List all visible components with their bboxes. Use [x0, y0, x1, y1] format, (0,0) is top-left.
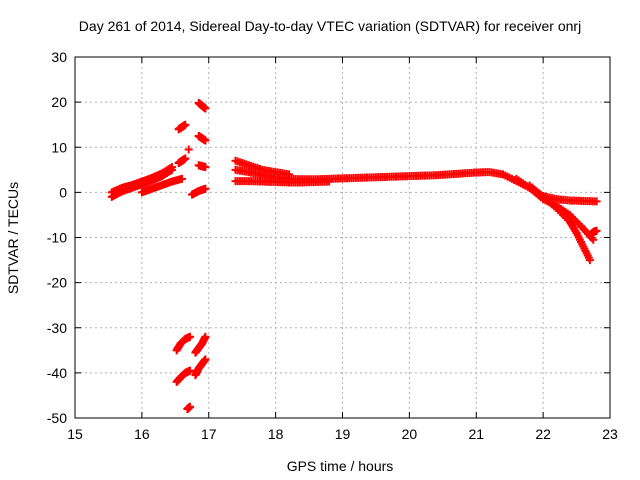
data-point — [201, 184, 210, 193]
x-tick-label: 20 — [402, 426, 418, 442]
data-point — [186, 402, 195, 411]
data-point — [585, 256, 594, 265]
y-tick-label: -40 — [47, 365, 67, 381]
series-arc-main3 — [231, 156, 293, 179]
x-tick-label: 22 — [535, 426, 551, 442]
data-point — [181, 154, 190, 163]
y-tick-label: 0 — [59, 184, 67, 200]
y-axis-label: SDTVAR / TECUs — [5, 182, 21, 294]
series-arc-K — [172, 366, 195, 386]
data-point — [592, 226, 601, 235]
data-point — [201, 104, 210, 113]
x-tick-label: 15 — [67, 426, 83, 442]
y-tick-label: -50 — [47, 410, 67, 426]
tick-layer: 15 16 17 18 19 20 21 22 23 -50 -40 -30 -20 -10 0 10 20 30 — [47, 49, 618, 442]
series-arc-C — [174, 120, 190, 134]
series-arc-L — [191, 332, 210, 357]
series-arc-B — [137, 174, 186, 197]
series-arc-D — [174, 154, 190, 168]
chart-title: Day 261 of 2014, Sidereal Day-to-day VTE… — [79, 18, 581, 34]
series-arc-G — [194, 131, 210, 145]
series-arc-main2 — [231, 177, 334, 187]
grid-layer — [75, 57, 610, 418]
x-tick-label: 23 — [602, 426, 618, 442]
data-point — [201, 355, 210, 364]
series-arc-tail-2 — [525, 181, 594, 265]
data-point — [167, 163, 176, 172]
x-tick-label: 19 — [335, 426, 351, 442]
data-point — [589, 235, 598, 244]
data-point — [186, 332, 195, 341]
data-point — [325, 177, 334, 186]
data-point — [201, 163, 210, 172]
series-arc-E — [184, 145, 193, 154]
data-point — [201, 136, 210, 145]
x-tick-label: 17 — [201, 426, 217, 442]
x-axis-label: GPS time / hours — [287, 458, 394, 474]
series-arc-I — [188, 184, 210, 199]
series-arc-M — [191, 355, 210, 380]
x-tick-label: 16 — [134, 426, 150, 442]
data-point — [201, 332, 210, 341]
series-arc-N — [183, 402, 195, 413]
y-tick-label: 20 — [51, 94, 67, 110]
data-point — [178, 174, 186, 183]
x-tick-label: 18 — [268, 426, 284, 442]
x-tick-label: 21 — [468, 426, 484, 442]
data-point — [181, 120, 190, 129]
y-tick-label: -20 — [47, 275, 67, 291]
y-tick-label: -30 — [47, 320, 67, 336]
y-tick-label: 10 — [51, 139, 67, 155]
series-arc-main — [231, 165, 601, 206]
series-arc-tail-3 — [585, 226, 601, 240]
data-point — [184, 145, 193, 154]
series-arc-A2 — [107, 163, 176, 197]
series-arc-H — [194, 161, 210, 172]
y-tick-label: 30 — [51, 49, 67, 65]
points-layer — [107, 99, 601, 413]
data-point — [186, 366, 195, 375]
data-point — [592, 197, 601, 206]
series-arc-F — [194, 99, 210, 113]
data-point — [285, 170, 293, 179]
series-arc-J — [172, 332, 195, 355]
y-tick-label: -10 — [47, 230, 67, 246]
